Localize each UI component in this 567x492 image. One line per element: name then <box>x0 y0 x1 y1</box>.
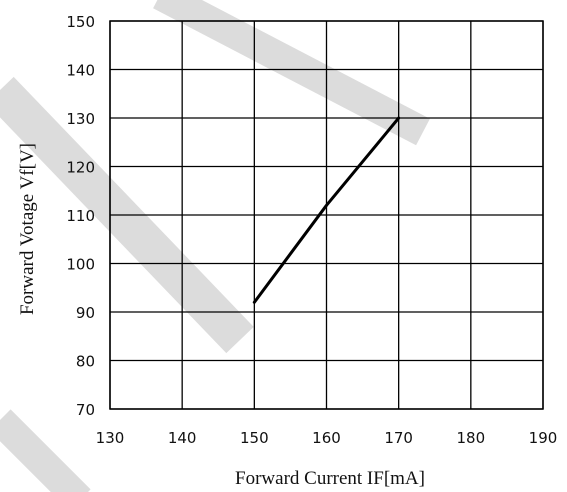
y-tick-120: 120 <box>66 159 95 177</box>
y-tick-80: 80 <box>76 353 95 371</box>
watermark-stripe-upper <box>153 0 430 146</box>
y-tick-140: 140 <box>66 62 95 80</box>
plot-grid <box>109 20 544 410</box>
y-tick-100: 100 <box>66 256 95 274</box>
x-tick-180: 180 <box>457 429 486 447</box>
series-line-0 <box>252 116 401 304</box>
y-tick-130: 130 <box>66 110 95 128</box>
plot-frame <box>109 20 544 410</box>
x-tick-160: 160 <box>312 429 341 447</box>
watermark-stripe-lower <box>0 409 91 492</box>
x-tick-150: 150 <box>240 429 269 447</box>
x-tick-130: 130 <box>96 429 125 447</box>
x-tick-labels: 130 140 150 160 170 180 190 <box>96 429 558 447</box>
x-tick-140: 140 <box>168 429 197 447</box>
y-tick-labels: 70 80 90 100 110 120 130 140 150 <box>66 13 95 419</box>
y-axis-label: Forward Votage Vf[V] <box>17 143 38 315</box>
x-axis-label: Forward Current IF[mA] <box>235 468 425 489</box>
y-tick-110: 110 <box>66 207 95 225</box>
x-tick-170: 170 <box>384 429 413 447</box>
x-tick-190: 190 <box>529 429 558 447</box>
y-tick-70: 70 <box>76 401 95 419</box>
y-tick-90: 90 <box>76 304 95 322</box>
diagonal-watermark-stripes <box>0 0 430 492</box>
y-tick-150: 150 <box>66 13 95 31</box>
series-layer <box>252 116 401 304</box>
